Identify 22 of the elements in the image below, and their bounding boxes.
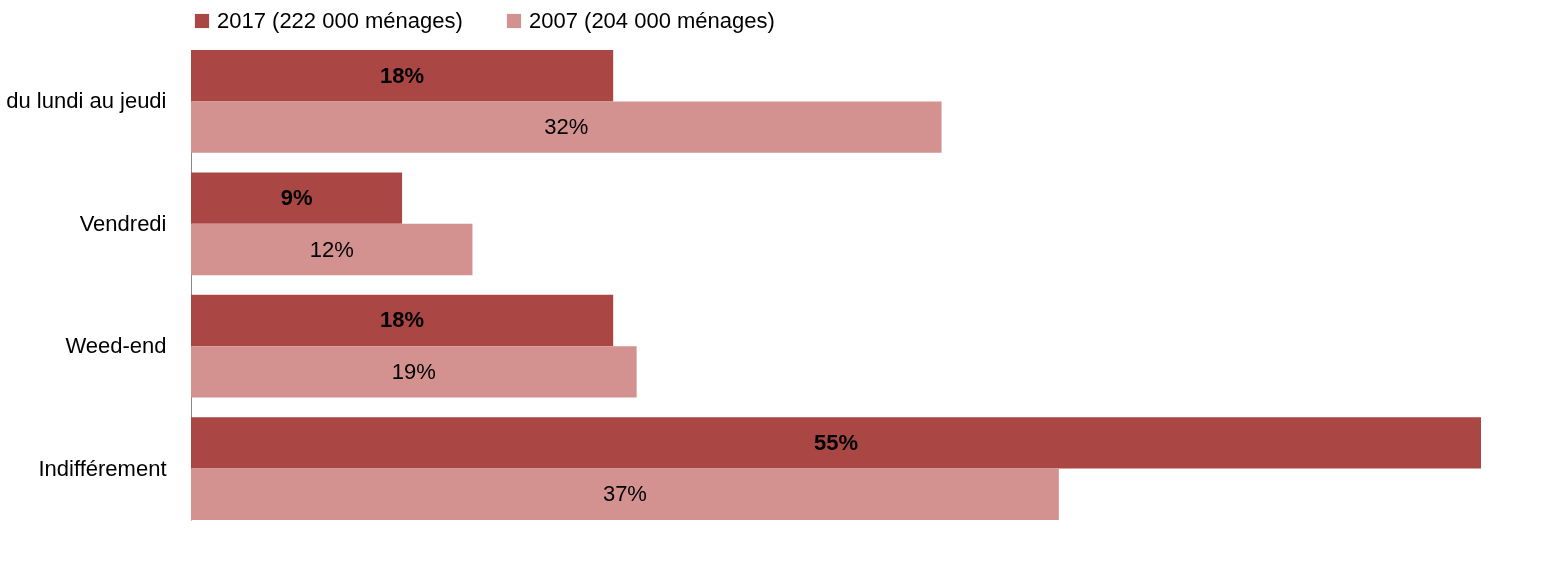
bar bbox=[191, 172, 403, 224]
legend-label: 2007 (204 000 ménages) bbox=[529, 8, 775, 33]
bar bbox=[191, 223, 473, 276]
y-tick-label: du lundi au jeudi bbox=[6, 88, 167, 114]
data-label: 32% bbox=[544, 114, 589, 140]
bar bbox=[191, 50, 614, 102]
data-label: 18% bbox=[380, 307, 425, 333]
y-tick-label: Weed-end bbox=[65, 333, 167, 359]
bar bbox=[191, 468, 1059, 520]
bar bbox=[191, 417, 1481, 469]
bar bbox=[191, 346, 637, 398]
data-label: 12% bbox=[309, 236, 354, 262]
legend-label: 2017 (222 000 ménages) bbox=[217, 8, 463, 33]
bar bbox=[191, 294, 614, 347]
data-label: 55% bbox=[813, 429, 859, 455]
data-label: 19% bbox=[391, 358, 436, 384]
y-tick-label: Vendredi bbox=[79, 210, 167, 236]
data-label: 37% bbox=[602, 481, 647, 507]
data-label: 18% bbox=[380, 62, 425, 88]
bar bbox=[191, 101, 942, 153]
data-label: 9% bbox=[280, 185, 313, 211]
y-tick-label: Indifférement bbox=[38, 455, 167, 481]
